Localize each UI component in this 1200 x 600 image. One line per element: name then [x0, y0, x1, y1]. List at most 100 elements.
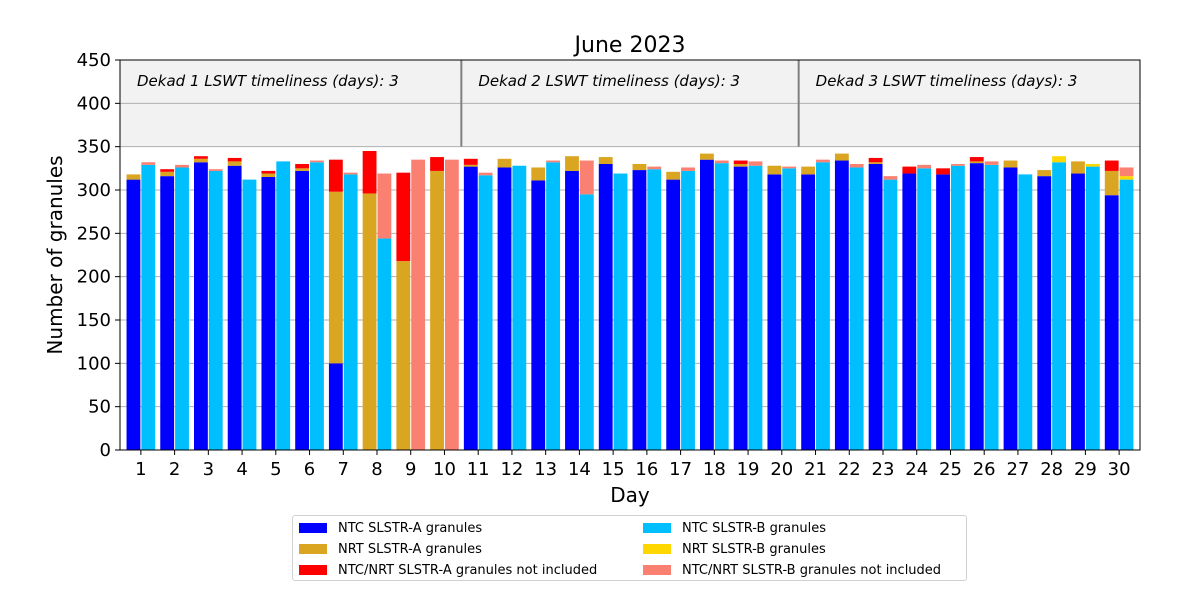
bar-slstr-b-nrt — [1052, 156, 1066, 163]
bar-slstr-b-nrt — [1119, 176, 1134, 180]
x-tick-label: 10 — [433, 459, 456, 480]
y-tick-label: 350 — [77, 137, 111, 158]
bar-slstr-a-nrt — [1037, 170, 1052, 177]
chart-title: June 2023 — [573, 33, 686, 58]
x-tick-label: 17 — [669, 459, 692, 480]
bar-slstr-a-nrt — [598, 157, 613, 164]
legend-item-nrt-slstr-a: NRT SLSTR-A granules — [299, 540, 482, 558]
bar-slstr-b-ntc — [512, 165, 527, 450]
bar-slstr-a-nrt — [160, 171, 175, 177]
bar-slstr-a-nrt — [328, 191, 343, 364]
bar-slstr-b-ntc — [242, 179, 257, 450]
bar-slstr-a-ntc — [666, 179, 681, 450]
bar-slstr-b-not-included — [175, 164, 189, 168]
bar-slstr-b-not-included — [917, 164, 932, 169]
legend: NTC SLSTR-A granules NTC SLSTR-B granule… — [292, 515, 967, 581]
x-tick-label: 18 — [703, 459, 726, 480]
legend-item-excluded-slstr-a: NTC/NRT SLSTR-A granules not included — [299, 561, 597, 579]
bar-slstr-a-not-included — [227, 157, 242, 162]
bar-slstr-b-not-included — [411, 159, 426, 450]
bar-slstr-a-ntc — [531, 180, 546, 450]
bar-slstr-a-not-included — [733, 160, 748, 164]
bar-slstr-b-not-included — [310, 160, 324, 163]
bar-slstr-b-ntc — [1052, 162, 1066, 450]
bar-slstr-b-ntc — [849, 167, 864, 450]
legend-label: NTC/NRT SLSTR-A granules not included — [338, 562, 598, 578]
legend-swatch — [299, 544, 327, 554]
bar-slstr-b-ntc — [579, 194, 594, 450]
x-tick-label: 24 — [905, 459, 928, 480]
bar-slstr-a-ntc — [261, 177, 276, 450]
bar-slstr-a-nrt — [531, 167, 546, 181]
bar-slstr-a-nrt — [767, 165, 782, 175]
legend-item-ntc-slstr-a: NTC SLSTR-A granules — [299, 519, 482, 537]
bar-slstr-b-ntc — [950, 165, 965, 450]
bar-slstr-a-not-included — [194, 156, 208, 159]
x-tick-label: 23 — [872, 459, 895, 480]
bar-slstr-b-ntc — [1119, 179, 1134, 450]
bar-slstr-a-ntc — [902, 173, 917, 451]
y-tick-label: 300 — [77, 180, 111, 201]
legend-swatch — [643, 565, 671, 575]
bar-slstr-a-ntc — [868, 164, 883, 450]
bar-slstr-b-ntc — [748, 165, 763, 450]
bar-slstr-a-not-included — [463, 158, 478, 165]
bar-slstr-b-ntc — [647, 169, 662, 450]
bar-slstr-a-ntc — [194, 162, 208, 450]
x-tick-label: 5 — [270, 459, 281, 480]
bar-slstr-b-not-included — [816, 159, 830, 163]
bar-slstr-b-not-included — [984, 161, 999, 165]
bar-slstr-b-not-included — [1119, 167, 1134, 177]
bar-slstr-b-not-included — [444, 159, 459, 450]
bar-slstr-a-nrt — [733, 164, 748, 167]
x-tick-label: 26 — [973, 459, 996, 480]
x-tick-label: 22 — [838, 459, 861, 480]
y-tick-label: 150 — [77, 310, 111, 331]
bar-slstr-b-ntc — [984, 164, 999, 450]
bar-slstr-a-ntc — [126, 179, 141, 450]
bar-slstr-b-not-included — [849, 164, 864, 168]
bar-slstr-a-nrt — [227, 161, 242, 166]
bar-slstr-b-ntc — [377, 238, 392, 450]
legend-label: NTC/NRT SLSTR-B granules not included — [682, 562, 942, 578]
x-tick-label: 2 — [169, 459, 180, 480]
bar-slstr-a-nrt — [430, 170, 444, 450]
bar-slstr-a-not-included — [160, 169, 175, 172]
x-tick-label: 30 — [1108, 459, 1131, 480]
x-tick-label: 11 — [467, 459, 490, 480]
legend-item-nrt-slstr-b: NRT SLSTR-B granules — [643, 540, 826, 558]
bar-slstr-b-not-included — [647, 166, 662, 170]
bar-slstr-a-not-included — [295, 164, 310, 169]
bar-slstr-a-not-included — [1104, 160, 1119, 171]
legend-swatch — [299, 565, 327, 575]
x-axis-label: Day — [610, 483, 650, 507]
bar-slstr-a-ntc — [1071, 173, 1085, 451]
x-tick-label: 4 — [236, 459, 247, 480]
legend-label: NRT SLSTR-B granules — [682, 541, 826, 557]
x-tick-label: 7 — [338, 459, 349, 480]
legend-label: NTC SLSTR-B granules — [682, 520, 827, 536]
bar-slstr-a-nrt — [632, 164, 647, 171]
y-tick-label: 400 — [77, 93, 111, 114]
bar-slstr-a-nrt — [463, 164, 478, 167]
bar-slstr-b-nrt — [1085, 164, 1100, 167]
x-tick-label: 19 — [737, 459, 760, 480]
bar-slstr-b-not-included — [208, 169, 223, 171]
bar-slstr-b-not-included — [141, 162, 156, 165]
bar-slstr-a-ntc — [632, 170, 647, 451]
bar-slstr-a-not-included — [969, 157, 984, 162]
bar-slstr-b-ntc — [816, 162, 830, 450]
bar-slstr-b-ntc — [883, 179, 898, 450]
x-tick-label: 25 — [939, 459, 962, 480]
dekad-label: Dekad 1 LSWT timeliness (days): 3 — [137, 72, 399, 90]
x-tick-label: 9 — [405, 459, 416, 480]
x-tick-label: 12 — [500, 459, 523, 480]
y-tick-label: 450 — [77, 50, 111, 71]
bar-slstr-a-nrt — [261, 173, 276, 177]
x-tick-label: 28 — [1040, 459, 1063, 480]
axes-frame — [119, 59, 1141, 451]
x-tick-label: 29 — [1074, 459, 1097, 480]
bar-slstr-a-ntc — [767, 174, 782, 450]
legend-label: NTC SLSTR-A granules — [338, 520, 483, 536]
legend-swatch — [299, 523, 327, 533]
